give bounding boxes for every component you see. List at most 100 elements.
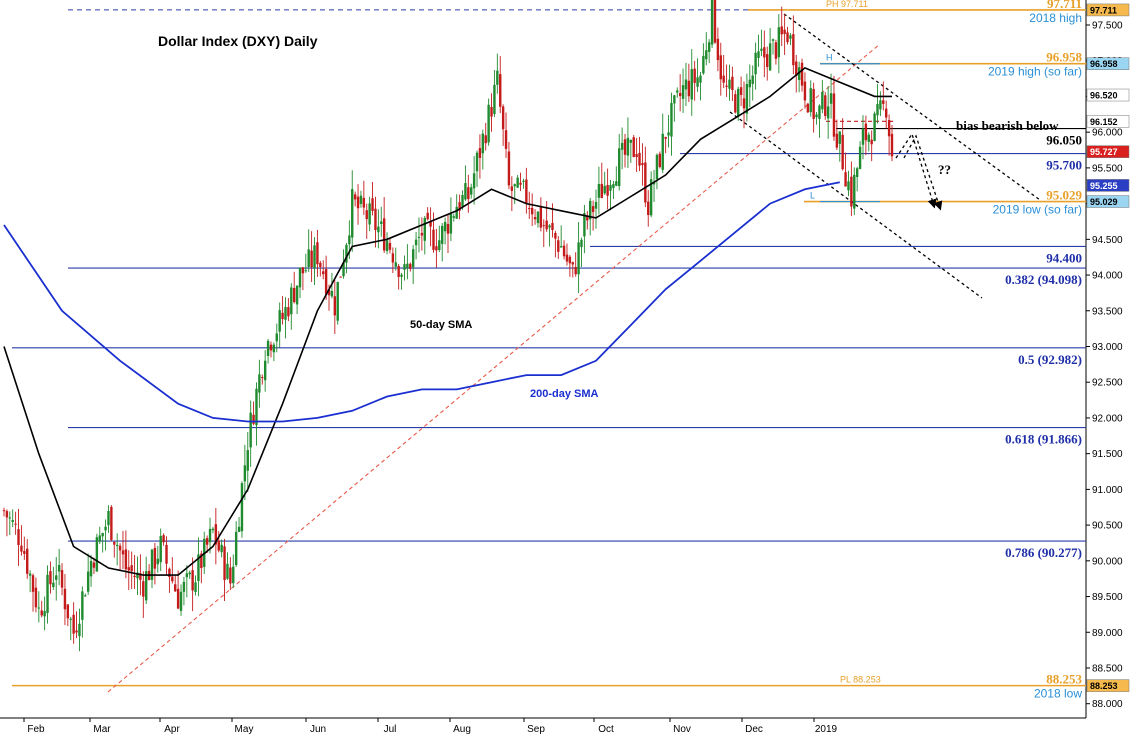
candle-body	[89, 561, 93, 577]
candle-body	[429, 221, 432, 227]
y-tick-label: 94.500	[1092, 235, 1123, 246]
candle-body	[766, 54, 769, 67]
candle-body	[46, 574, 49, 613]
candle-body	[641, 163, 644, 166]
candle-body	[95, 537, 99, 572]
candle-body	[298, 267, 302, 288]
candle-body	[17, 529, 20, 546]
candle-body	[673, 95, 676, 104]
trendlines	[107, 13, 1041, 693]
price-tag-box	[1086, 195, 1130, 208]
y-tick-label: 97.500	[1092, 21, 1123, 32]
candle-body	[458, 202, 461, 211]
level-label: 0.382 (94.098)	[1005, 272, 1082, 287]
price-tag-label: 95.029	[1090, 197, 1118, 207]
candle-body	[513, 184, 516, 187]
x-tick-label: 2019	[815, 724, 838, 735]
y-tick-label: 89.500	[1092, 592, 1123, 603]
candle-body	[5, 511, 9, 518]
candle-body	[420, 232, 424, 236]
horizontal-levels: 96.050 95.700 94.400 0.382 (94.098) 0.5 (92.…	[12, 0, 1086, 701]
key-level-value: 88.253	[1046, 672, 1082, 687]
candle-body	[774, 42, 778, 59]
candle-body	[139, 573, 142, 580]
plot-area	[0, 0, 1086, 718]
price-tag-box	[1086, 57, 1130, 70]
candle-body	[200, 553, 203, 569]
candle-body	[307, 249, 310, 267]
candle-body	[159, 535, 162, 563]
candle-body	[655, 154, 659, 180]
candle-body	[792, 34, 795, 66]
candle-body	[226, 563, 229, 579]
candle-body	[832, 93, 836, 137]
candle-body	[432, 229, 435, 250]
candle-body	[501, 106, 505, 130]
candle-body	[829, 93, 833, 104]
candle-body	[864, 123, 868, 141]
candle-body	[757, 51, 760, 59]
candle-body	[409, 263, 412, 269]
candle-body	[591, 206, 595, 213]
candle-body	[353, 194, 357, 200]
candle-body	[359, 195, 363, 204]
candle-body	[211, 528, 215, 531]
candle-body	[478, 148, 482, 158]
candle-body	[522, 180, 525, 182]
candle-body	[438, 240, 441, 250]
candle-body	[452, 216, 456, 218]
candle-body	[362, 197, 366, 208]
candle-body	[487, 104, 490, 143]
candle-body	[319, 262, 322, 267]
candle-body	[504, 130, 508, 149]
moving-averages	[3, 66, 892, 576]
key-level-value: 96.958	[1046, 50, 1082, 65]
candle-body	[574, 267, 577, 275]
candle-body	[876, 104, 879, 116]
candle-body	[142, 581, 145, 597]
candle-body	[220, 544, 223, 553]
candle-body	[101, 532, 104, 537]
x-tick-label: Aug	[453, 724, 471, 735]
candle-body	[176, 588, 180, 609]
candle-body	[681, 85, 685, 99]
candle-body	[719, 55, 722, 80]
candle-body	[841, 134, 844, 170]
candle-body	[548, 225, 551, 228]
candle-body	[855, 168, 859, 178]
candle-body	[81, 591, 84, 620]
candle-body	[118, 545, 122, 551]
candle-body	[850, 176, 853, 207]
candle-body	[516, 177, 519, 188]
candle-body	[374, 208, 377, 231]
candle-body	[710, 0, 714, 45]
candle-body	[380, 221, 383, 224]
candle-body	[194, 582, 197, 593]
candle-body	[40, 610, 43, 616]
candle-body	[86, 571, 90, 592]
candle-body	[330, 291, 334, 297]
candle-body	[748, 79, 752, 88]
price-tag-label: 96.152	[1090, 117, 1118, 127]
candle-body	[60, 570, 64, 588]
candle-body	[777, 27, 781, 58]
candle-body	[208, 528, 212, 543]
candle-body	[28, 573, 32, 576]
candle-body	[397, 265, 400, 277]
candle-body	[795, 61, 798, 77]
y-tick-label: 96.000	[1092, 128, 1123, 139]
level-label: 0.618 (91.866)	[1005, 432, 1082, 447]
candle-body	[423, 217, 426, 241]
candle-body	[391, 253, 395, 263]
candle-body	[690, 69, 693, 100]
price-tag-box	[1086, 679, 1130, 692]
candle-body	[783, 29, 786, 34]
candle-body	[597, 184, 601, 198]
candle-body	[818, 105, 821, 119]
candle-body	[26, 548, 29, 574]
candle-body	[261, 377, 264, 379]
candle-body	[336, 281, 339, 321]
candle-body	[237, 526, 241, 532]
candle-body	[345, 244, 348, 263]
candle-body	[23, 551, 26, 554]
